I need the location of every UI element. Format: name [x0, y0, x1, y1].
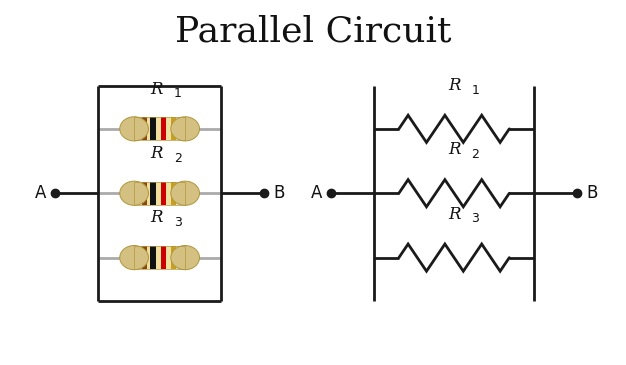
Text: 1: 1 — [174, 87, 182, 100]
Bar — [134, 182, 185, 205]
Text: B: B — [273, 184, 284, 202]
Text: R: R — [150, 209, 163, 226]
Bar — [171, 117, 177, 141]
Bar — [150, 117, 156, 141]
Bar — [171, 246, 177, 269]
Text: A: A — [311, 184, 322, 202]
Bar — [141, 182, 147, 205]
Text: 3: 3 — [471, 212, 479, 226]
Text: 1: 1 — [471, 84, 479, 97]
Text: B: B — [586, 184, 597, 202]
Bar — [134, 117, 185, 141]
Ellipse shape — [171, 246, 200, 270]
Ellipse shape — [120, 117, 148, 141]
Text: R: R — [448, 77, 460, 94]
Text: R: R — [150, 81, 163, 97]
Bar — [134, 246, 185, 269]
Ellipse shape — [120, 181, 148, 205]
Bar — [141, 117, 147, 141]
Ellipse shape — [120, 246, 148, 270]
Bar — [134, 182, 185, 205]
Bar — [134, 117, 185, 141]
Bar — [150, 182, 156, 205]
Text: 2: 2 — [174, 152, 182, 165]
Text: R: R — [448, 141, 460, 158]
Text: R: R — [448, 205, 460, 223]
Text: 3: 3 — [174, 216, 182, 229]
Bar — [161, 246, 167, 269]
Bar — [161, 182, 167, 205]
Bar — [171, 182, 177, 205]
Ellipse shape — [171, 181, 200, 205]
Text: R: R — [150, 145, 163, 162]
Text: A: A — [35, 184, 46, 202]
Ellipse shape — [171, 117, 200, 141]
Text: 2: 2 — [471, 148, 479, 161]
Text: Parallel Circuit: Parallel Circuit — [175, 14, 451, 49]
Bar — [161, 117, 167, 141]
Bar — [134, 246, 185, 269]
Bar — [141, 246, 147, 269]
Bar — [150, 246, 156, 269]
